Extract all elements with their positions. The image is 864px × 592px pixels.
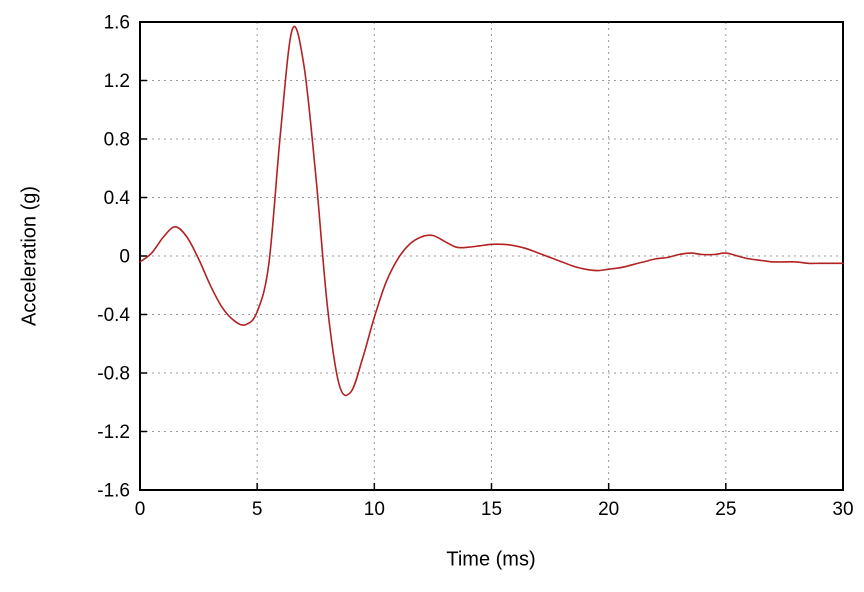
y-tick-label: -1.2 (97, 422, 130, 443)
y-tick-label: 0 (119, 247, 130, 268)
x-tick-label: 30 (832, 499, 853, 520)
y-tick-label: 1.2 (104, 71, 130, 92)
x-tick-label: 5 (252, 499, 263, 520)
y-tick-label: -0.8 (97, 364, 130, 385)
x-axis-label: Time (ms) (446, 548, 536, 571)
x-tick-label: 20 (598, 499, 619, 520)
y-tick-label: 1.6 (104, 13, 130, 34)
y-axis-label: Acceleration (g) (18, 185, 41, 327)
y-tick-label: -1.6 (97, 481, 130, 502)
data-line (139, 25, 844, 397)
x-tick-label: 0 (135, 499, 146, 520)
x-tick-label: 15 (481, 499, 502, 520)
y-tick-label: 0.8 (104, 130, 130, 151)
x-tick-label: 10 (364, 499, 385, 520)
x-tick-label: 25 (715, 499, 736, 520)
y-tick-label: -0.4 (97, 305, 130, 326)
y-tick-label: 0.4 (104, 188, 131, 209)
